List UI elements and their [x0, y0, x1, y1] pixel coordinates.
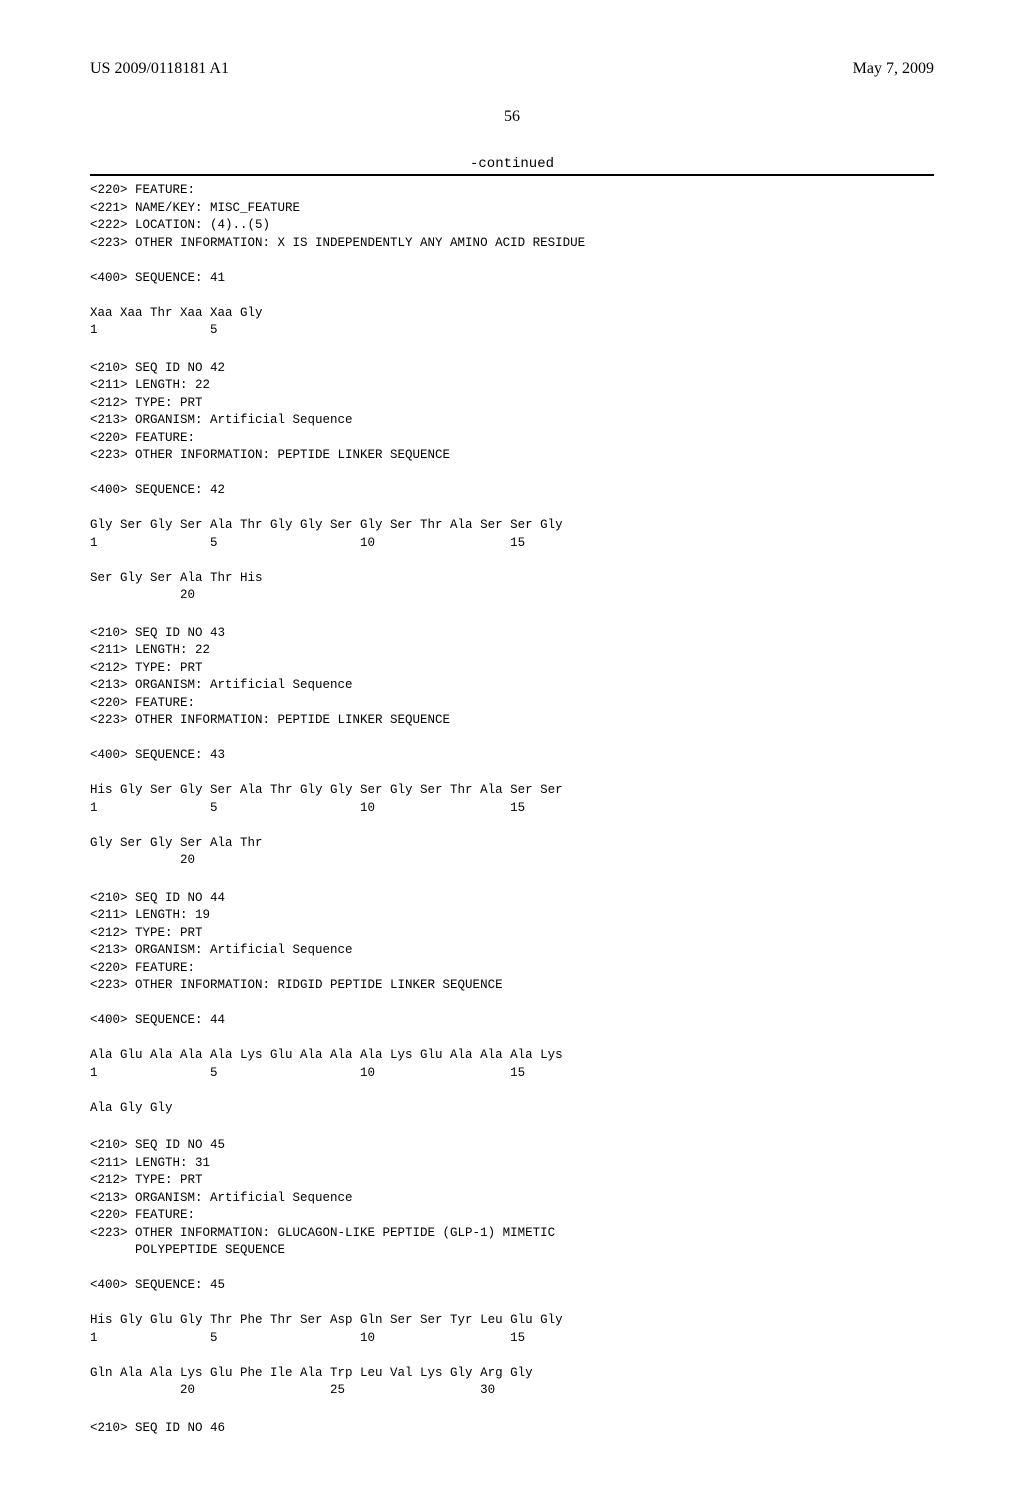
seq-41-partial: <220> FEATURE: <221> NAME/KEY: MISC_FEAT… — [90, 182, 934, 340]
seq-43: <210> SEQ ID NO 43 <211> LENGTH: 22 <212… — [90, 625, 934, 870]
page-header: US 2009/0118181 A1 May 7, 2009 — [90, 60, 934, 78]
publication-date: May 7, 2009 — [853, 60, 934, 78]
page-container: US 2009/0118181 A1 May 7, 2009 56 -conti… — [0, 0, 1024, 1497]
seq-46: <210> SEQ ID NO 46 — [90, 1420, 934, 1438]
seq-44: <210> SEQ ID NO 44 <211> LENGTH: 19 <212… — [90, 890, 934, 1118]
page-number: 56 — [90, 108, 934, 126]
publication-number: US 2009/0118181 A1 — [90, 60, 229, 78]
top-rule — [90, 174, 934, 176]
seq-45: <210> SEQ ID NO 45 <211> LENGTH: 31 <212… — [90, 1137, 934, 1400]
continued-label: -continued — [90, 156, 934, 172]
seq-42: <210> SEQ ID NO 42 <211> LENGTH: 22 <212… — [90, 360, 934, 605]
